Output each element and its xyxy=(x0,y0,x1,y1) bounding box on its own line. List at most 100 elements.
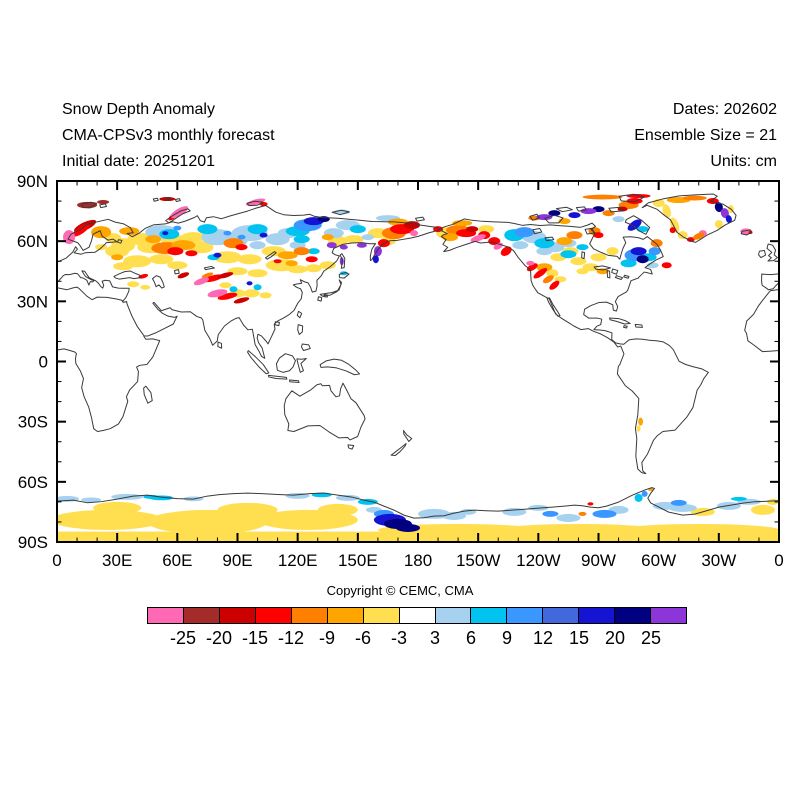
anomaly-patch xyxy=(630,247,647,256)
anomaly-patch xyxy=(217,502,278,517)
anomaly-patch xyxy=(247,224,268,235)
coastlines xyxy=(57,194,779,518)
anomaly-patch xyxy=(582,194,623,200)
coastline-north-america xyxy=(441,219,709,474)
anomaly-patch xyxy=(627,219,642,231)
colorbar-segment xyxy=(651,608,687,623)
anomaly-patch xyxy=(570,257,587,266)
coastline-iberia-nwafrica xyxy=(745,274,779,352)
anomaly-patch xyxy=(648,247,661,256)
anomaly-patch xyxy=(145,235,162,244)
coastline-madagascar xyxy=(144,386,153,403)
anomaly-patch xyxy=(566,231,583,240)
colorbar-segment xyxy=(219,608,256,623)
coastline-arctic-islands xyxy=(530,194,650,234)
x-axis-label: 30W xyxy=(701,551,736,570)
coastline-britain-ireland xyxy=(759,244,778,261)
anomaly-patch xyxy=(229,286,238,293)
anomaly-patch xyxy=(189,241,214,254)
anomaly-patch xyxy=(162,231,169,236)
anomaly-patch xyxy=(750,504,775,515)
colorbar-tick-label: -6 xyxy=(354,628,372,648)
anomaly-patch xyxy=(620,259,637,268)
anomaly-patch xyxy=(498,523,659,536)
colorbar-segment xyxy=(615,608,652,623)
anomaly-patch xyxy=(720,208,729,219)
colorbar-segment xyxy=(255,608,292,623)
x-axis-label: 0 xyxy=(52,551,61,570)
colorbar-tick-label: -9 xyxy=(318,628,336,648)
anomaly-patch xyxy=(686,237,695,242)
colorbar-segment xyxy=(183,608,220,623)
anomaly-patch xyxy=(307,248,320,255)
anomaly-patch xyxy=(590,253,607,262)
colorbar-segment xyxy=(471,608,508,623)
anomaly-patch xyxy=(542,510,559,517)
anomaly-patch xyxy=(418,508,451,519)
anomaly-patch xyxy=(343,235,364,244)
anomaly-patch xyxy=(478,225,495,234)
anomaly-patch xyxy=(213,252,222,258)
coastline-africa-med xyxy=(57,287,123,301)
anomaly-patch xyxy=(554,276,567,283)
anomaly-patch xyxy=(556,237,573,246)
x-axis-label: 60E xyxy=(162,551,192,570)
anomaly-patch xyxy=(246,281,253,286)
anomaly-patch xyxy=(219,282,232,289)
title-block: Snow Depth Anomaly CMA-CPSv3 monthly for… xyxy=(62,97,275,175)
model-subtitle: CMA-CPSv3 monthly forecast xyxy=(62,127,275,144)
anomaly-patch xyxy=(97,200,110,205)
anomaly-patch xyxy=(602,210,615,217)
units-label: Units: cm xyxy=(710,153,777,170)
anomaly-patch xyxy=(466,226,479,233)
coastline-arctic-eurasia-islands xyxy=(81,197,424,222)
anomaly-patch xyxy=(576,268,589,275)
anomaly-patch xyxy=(542,275,554,284)
anomaly-patch xyxy=(357,498,378,505)
anomaly-patch xyxy=(305,264,322,273)
anomaly-patch xyxy=(293,247,310,256)
anomaly-patch xyxy=(237,254,262,265)
anomaly-patch xyxy=(533,268,548,279)
anomaly-patch xyxy=(335,494,360,501)
colorbar-segment xyxy=(399,608,436,623)
colorbar-segment xyxy=(543,608,580,623)
colorbar-segment xyxy=(363,608,400,623)
anomaly-patch xyxy=(223,230,232,236)
x-axis-label: 180 xyxy=(404,551,432,570)
anomaly-patch xyxy=(536,214,553,221)
anomaly-patch xyxy=(326,242,337,249)
colorbar-segment xyxy=(579,608,616,623)
y-axis-label: 60S xyxy=(18,473,48,492)
anomaly-patch xyxy=(119,227,140,236)
anomaly-patch xyxy=(339,244,348,250)
anomaly-patch xyxy=(593,232,604,239)
colorbar-tick-label: 6 xyxy=(465,628,477,648)
info-block: Dates: 202602 Ensemble Size = 21 Units: … xyxy=(634,97,777,175)
anomaly-patch xyxy=(193,277,210,286)
anomaly-patch xyxy=(580,208,597,215)
anomaly-patch xyxy=(127,281,140,288)
anomaly-patch xyxy=(526,260,535,266)
y-axis-label: 30N xyxy=(17,292,48,311)
colorbar: -25 -20 -15 -12 -9 -6 -3 3 6 9 12 15 20 25 xyxy=(147,607,687,651)
coastline-maritime-continent xyxy=(248,351,360,383)
anomaly-patch xyxy=(185,250,198,257)
anomaly-patch xyxy=(113,262,134,271)
y-axis-label: 60N xyxy=(17,232,48,251)
anomaly-patch xyxy=(612,216,625,223)
colorbar-segment xyxy=(435,608,472,623)
anomaly-patch xyxy=(319,261,336,270)
anomaly-patch xyxy=(321,234,334,241)
anomaly-patch xyxy=(361,234,374,241)
copyright-text: Copyright © CEMC, CMA xyxy=(326,583,474,598)
anomaly-patch xyxy=(576,244,589,251)
anomaly-patch xyxy=(661,262,672,269)
anomaly-patch xyxy=(201,272,214,279)
anomaly-patch xyxy=(500,246,512,256)
colorbar-tick-label: -25 xyxy=(169,628,197,648)
colorbar-swatches xyxy=(147,607,687,624)
coastline-africa xyxy=(57,336,160,431)
anomaly-patch xyxy=(677,231,688,240)
